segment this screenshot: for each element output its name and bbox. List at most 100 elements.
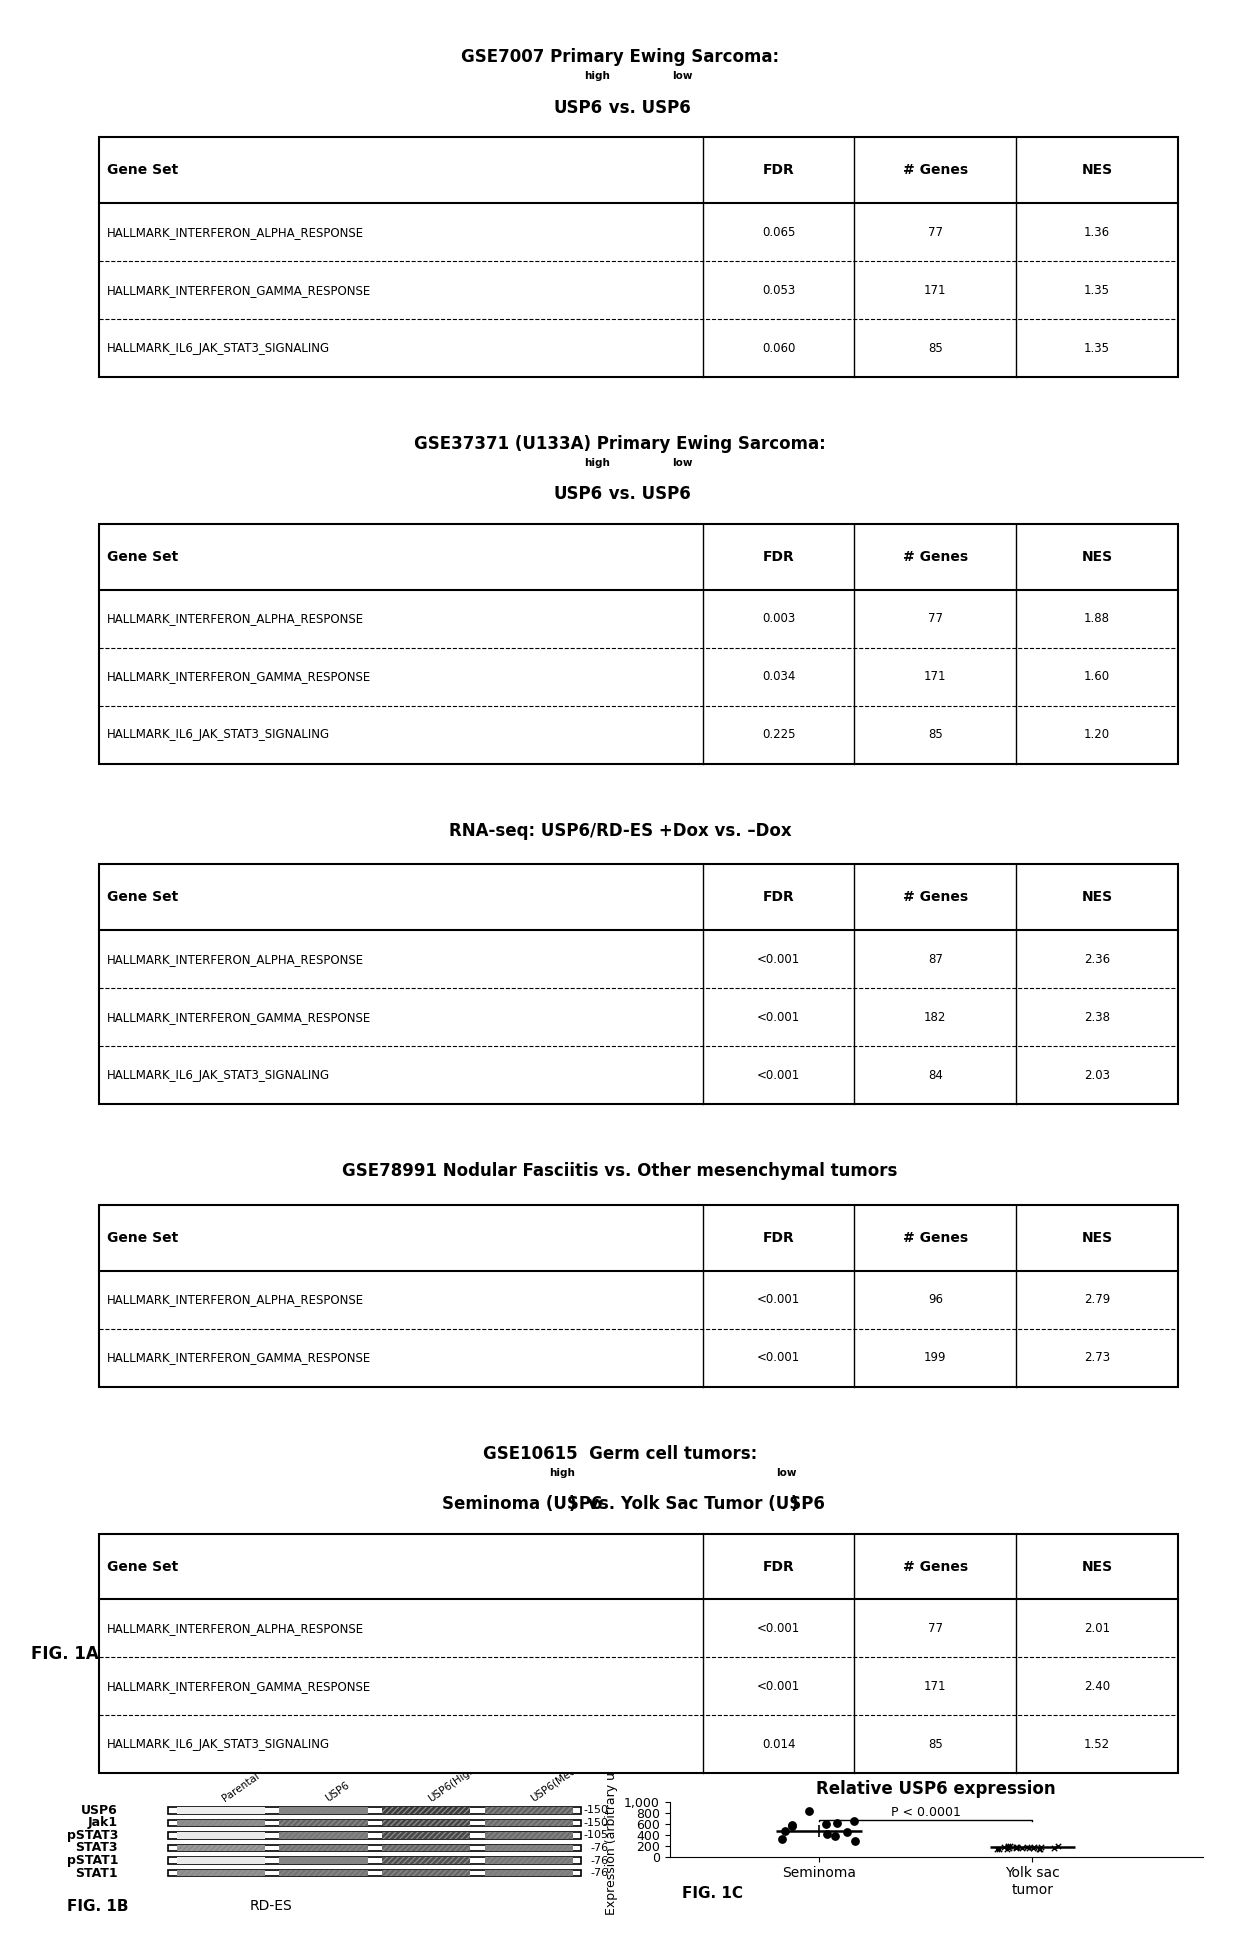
Bar (279, 1831, 367, 1839)
Text: FDR: FDR (763, 1230, 795, 1245)
Point (837, 1816, 857, 1847)
Text: # Genes: # Genes (903, 1559, 968, 1574)
Text: HALLMARK_INTERFERON_GAMMA_RESPONSE: HALLMARK_INTERFERON_GAMMA_RESPONSE (107, 284, 371, 296)
Bar (485, 1845, 573, 1851)
Text: high: high (584, 458, 610, 468)
Point (988, 1833, 1008, 1864)
Text: 96: 96 (928, 1294, 942, 1305)
Text: NES: NES (1081, 890, 1112, 905)
Bar (279, 1831, 367, 1839)
Text: GSE78991 Nodular Fasciitis vs. Other mesenchymal tumors: GSE78991 Nodular Fasciitis vs. Other mes… (342, 1162, 898, 1180)
Point (843, 1806, 863, 1837)
Bar (382, 1831, 470, 1839)
Bar (279, 1870, 367, 1876)
Point (998, 1831, 1018, 1862)
Text: HALLMARK_INTERFERON_GAMMA_RESPONSE: HALLMARK_INTERFERON_GAMMA_RESPONSE (107, 671, 371, 683)
Point (817, 1808, 837, 1839)
Point (1012, 1831, 1032, 1862)
Text: HALLMARK_IL6_JAK_STAT3_SIGNALING: HALLMARK_IL6_JAK_STAT3_SIGNALING (107, 729, 330, 741)
Bar (382, 1870, 470, 1876)
Point (997, 1833, 1017, 1864)
Bar (279, 1857, 367, 1864)
Point (1029, 1833, 1049, 1864)
Point (1023, 1833, 1043, 1864)
Text: -76: -76 (590, 1843, 609, 1853)
Text: 199: 199 (924, 1352, 946, 1363)
Text: Gene Set: Gene Set (107, 162, 177, 178)
Point (1030, 1833, 1050, 1864)
Text: low: low (672, 458, 693, 468)
Bar (279, 1857, 367, 1864)
Point (825, 1820, 844, 1851)
Text: STAT1: STAT1 (76, 1866, 118, 1880)
Text: 0.065: 0.065 (763, 226, 796, 238)
Point (827, 1808, 847, 1839)
Text: 2.03: 2.03 (1084, 1070, 1110, 1081)
Text: Parental: Parental (221, 1772, 262, 1804)
Text: 171: 171 (924, 284, 946, 296)
Text: -76: -76 (590, 1868, 609, 1878)
Bar (485, 1831, 573, 1839)
Bar (176, 1870, 265, 1876)
Bar (176, 1820, 265, 1826)
Text: GSE37371 (U133A) Primary Ewing Sarcoma:: GSE37371 (U133A) Primary Ewing Sarcoma: (414, 435, 826, 453)
Bar (382, 1806, 470, 1814)
Point (800, 1795, 820, 1826)
Bar (485, 1820, 573, 1826)
Bar (176, 1845, 265, 1851)
Text: NES: NES (1081, 549, 1112, 565)
Text: 0.225: 0.225 (763, 729, 796, 741)
Point (1024, 1831, 1044, 1862)
Point (782, 1810, 802, 1841)
Text: HALLMARK_INTERFERON_ALPHA_RESPONSE: HALLMARK_INTERFERON_ALPHA_RESPONSE (107, 953, 363, 965)
Text: Jak1: Jak1 (88, 1816, 118, 1830)
Text: Gene Set: Gene Set (107, 890, 177, 905)
Text: <0.001: <0.001 (758, 1623, 801, 1634)
Text: 77: 77 (928, 226, 942, 238)
Text: STAT3: STAT3 (76, 1841, 118, 1855)
Text: USP6: USP6 (553, 485, 603, 503)
Text: 2.79: 2.79 (1084, 1294, 1110, 1305)
Text: Seminoma (USP6: Seminoma (USP6 (441, 1495, 603, 1512)
Text: 0.053: 0.053 (763, 284, 796, 296)
Text: GSE10615  Germ cell tumors:: GSE10615 Germ cell tumors: (482, 1445, 758, 1462)
Text: 85: 85 (928, 342, 942, 354)
Text: FDR: FDR (763, 1559, 795, 1574)
Bar (485, 1806, 573, 1814)
Text: 171: 171 (924, 671, 946, 683)
Y-axis label: Expression (arbitrary units): Expression (arbitrary units) (605, 1744, 619, 1915)
Text: 1.20: 1.20 (1084, 729, 1110, 741)
Point (817, 1818, 837, 1849)
Text: low: low (672, 72, 693, 81)
Text: pSTAT3: pSTAT3 (67, 1830, 118, 1841)
Text: )  vs. Yolk Sac Tumor (USP6: ) vs. Yolk Sac Tumor (USP6 (569, 1495, 825, 1512)
Text: high: high (549, 1468, 575, 1478)
Bar (279, 1845, 367, 1851)
Text: low: low (776, 1468, 796, 1478)
Text: 0.060: 0.060 (763, 342, 796, 354)
Bar (382, 1845, 470, 1851)
Text: NES: NES (1081, 1559, 1112, 1574)
Text: 77: 77 (928, 613, 942, 625)
Text: HALLMARK_INTERFERON_ALPHA_RESPONSE: HALLMARK_INTERFERON_ALPHA_RESPONSE (107, 1623, 363, 1634)
Text: HALLMARK_IL6_JAK_STAT3_SIGNALING: HALLMARK_IL6_JAK_STAT3_SIGNALING (107, 1739, 330, 1750)
Text: 1.60: 1.60 (1084, 671, 1110, 683)
Bar (485, 1806, 573, 1814)
Point (775, 1816, 795, 1847)
Text: Gene Set: Gene Set (107, 1230, 177, 1245)
Text: 0.003: 0.003 (763, 613, 796, 625)
Point (999, 1833, 1019, 1864)
Text: # Genes: # Genes (903, 162, 968, 178)
Text: HALLMARK_INTERFERON_ALPHA_RESPONSE: HALLMARK_INTERFERON_ALPHA_RESPONSE (107, 613, 363, 625)
Text: 2.38: 2.38 (1084, 1011, 1110, 1023)
Point (994, 1831, 1014, 1862)
Text: 1.35: 1.35 (1084, 284, 1110, 296)
Point (1017, 1831, 1037, 1862)
Text: FDR: FDR (763, 549, 795, 565)
Bar (176, 1820, 265, 1826)
Text: USP6(High): USP6(High) (427, 1762, 480, 1804)
Point (1044, 1833, 1064, 1864)
Text: NES: NES (1081, 162, 1112, 178)
Text: FDR: FDR (763, 890, 795, 905)
Point (773, 1824, 792, 1855)
